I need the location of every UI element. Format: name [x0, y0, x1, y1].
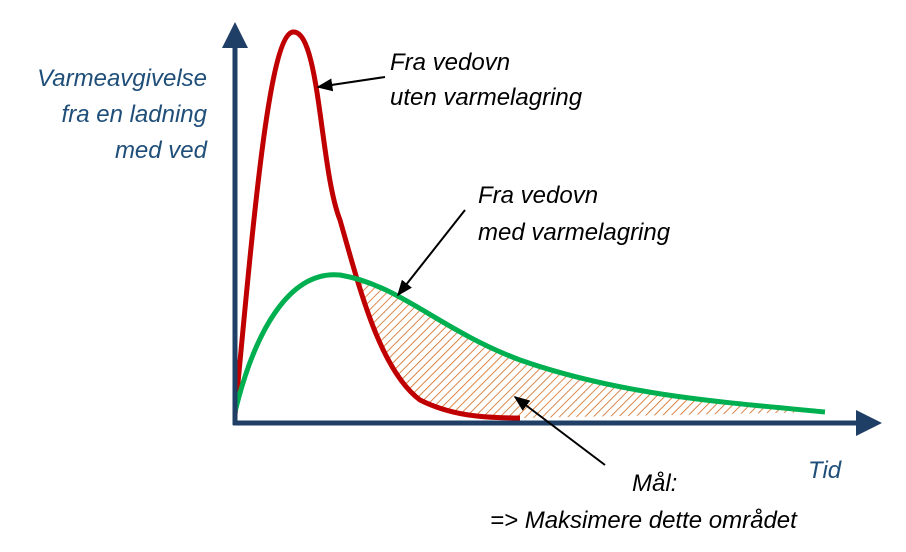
y-axis-label: fra en ladning	[62, 101, 208, 128]
arrow	[513, 396, 606, 466]
x-axis-label: Tid	[808, 457, 842, 484]
curve-with-storage	[232, 272, 826, 415]
y-axis-label: Varmeavgivelse	[37, 65, 207, 92]
curve-without-storage	[232, 29, 521, 421]
y-axis-label: med ved	[115, 137, 208, 164]
annotation: => Maksimere dette området	[490, 507, 798, 534]
annotation: uten varmelagring	[390, 84, 583, 111]
annotation: Fra vedovn	[390, 49, 510, 76]
hatched-area	[355, 278, 825, 418]
arrow	[397, 209, 466, 297]
annotation: med varmelagring	[478, 219, 671, 246]
annotation: Fra vedovn	[478, 182, 598, 209]
arrow	[316, 76, 386, 92]
annotation: Mål:	[632, 470, 677, 497]
y-axis-arrow	[222, 22, 248, 48]
x-axis-arrow	[856, 410, 882, 436]
